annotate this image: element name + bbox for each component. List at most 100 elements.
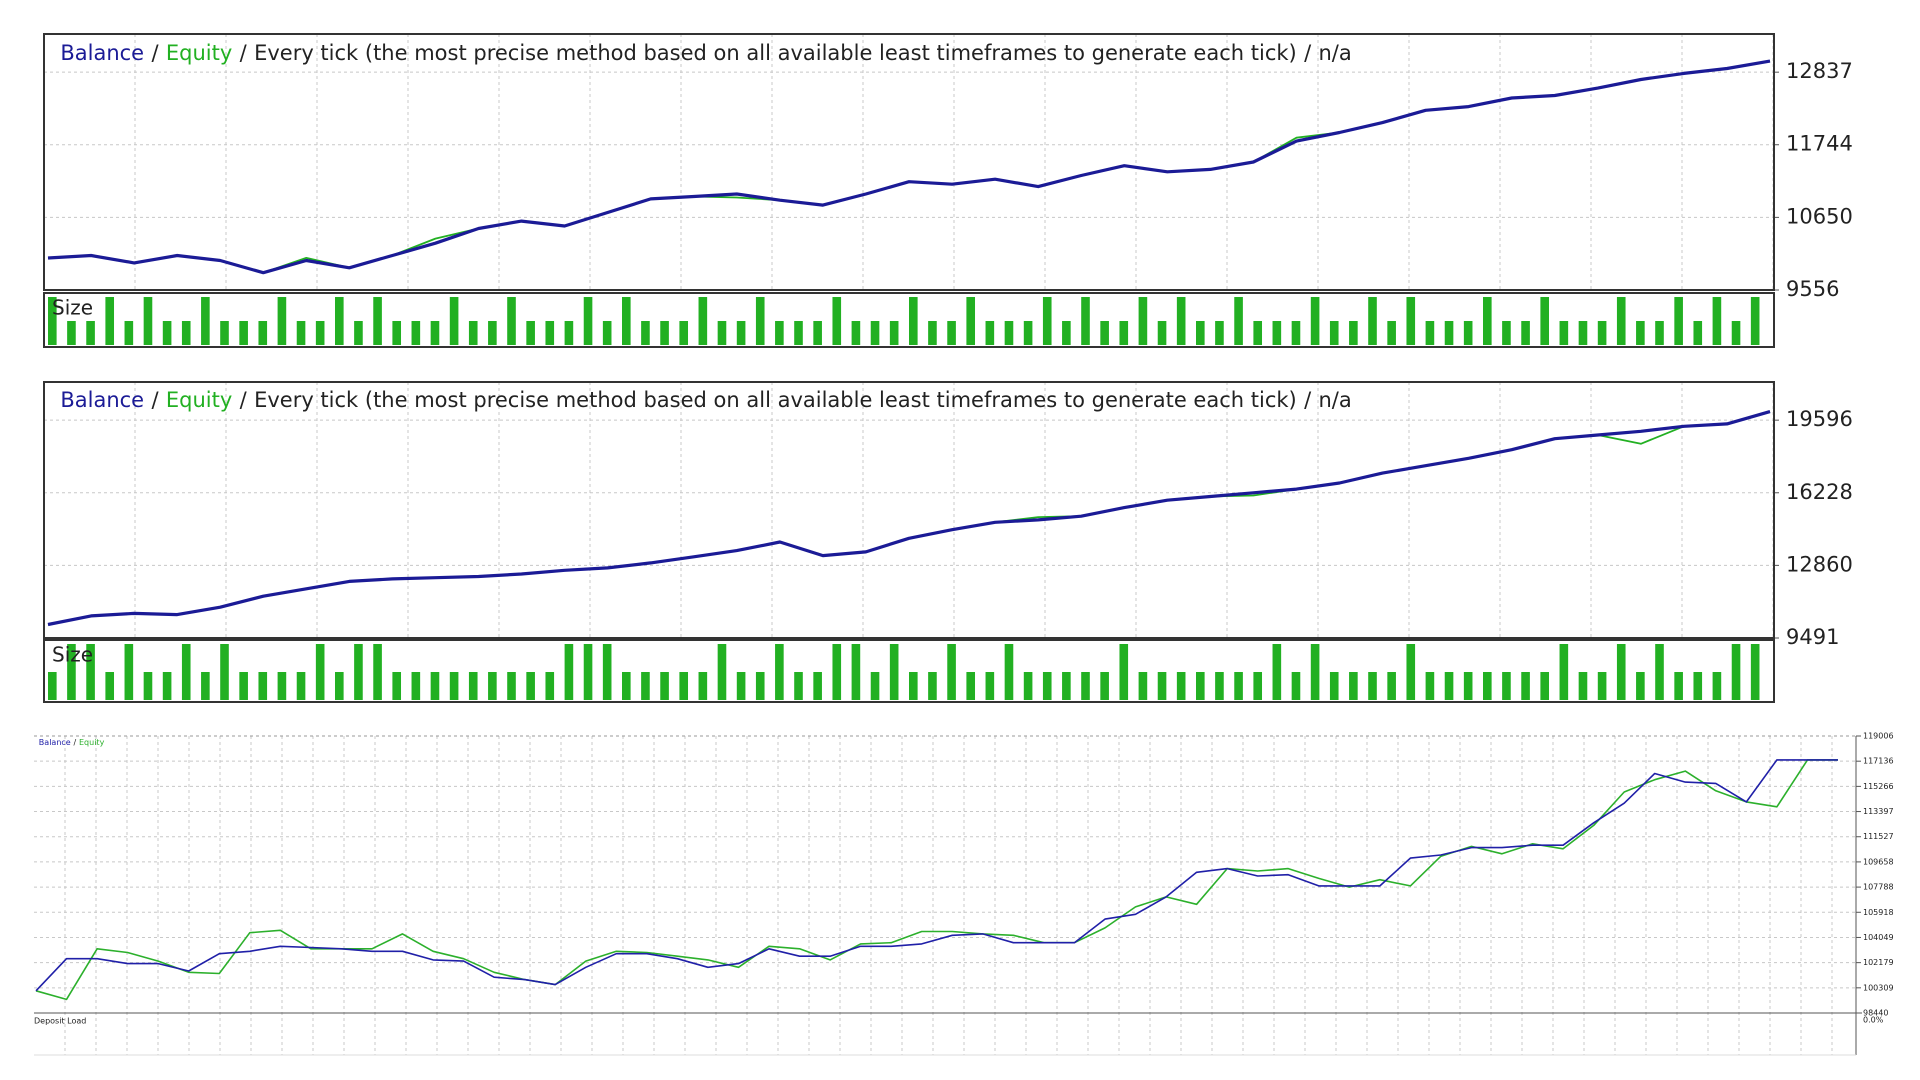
size-bar <box>201 297 210 345</box>
size-bar <box>1081 672 1090 700</box>
size-bar <box>526 672 535 700</box>
size-bar <box>755 672 765 700</box>
size-bar <box>794 321 803 345</box>
subtitle: Every tick (the most precise method base… <box>254 41 1297 65</box>
size-bar <box>1291 321 1301 345</box>
size-bar <box>1521 672 1530 700</box>
y-tick-label: 102179 <box>1863 958 1894 967</box>
size-bar <box>1234 297 1243 345</box>
size-bar <box>1157 321 1167 345</box>
size-bar <box>1042 672 1052 700</box>
size-bar <box>1693 672 1703 700</box>
size-bar <box>1502 321 1511 345</box>
size-bar <box>67 644 76 700</box>
size-bar <box>717 644 727 700</box>
size-bar <box>928 321 937 345</box>
size-bar <box>239 321 248 345</box>
y-tick-label: 12860 <box>1786 552 1853 576</box>
size-bar <box>1100 672 1109 700</box>
series-line <box>47 59 1771 275</box>
size-bar <box>583 644 593 700</box>
size-bar <box>1463 672 1473 700</box>
size-bar <box>162 321 172 345</box>
size-bar <box>755 297 765 345</box>
size-bar <box>1253 321 1263 345</box>
size-bar <box>143 672 153 700</box>
y-tick-label: 98440 <box>1863 1009 1888 1018</box>
size-bar <box>354 321 363 345</box>
size-bar <box>1138 672 1148 700</box>
size-bar <box>813 321 822 345</box>
size-bar <box>335 297 344 345</box>
size-bar <box>947 321 956 345</box>
size-bar <box>1004 644 1014 700</box>
size-bar <box>1176 672 1186 700</box>
size-bar <box>1636 321 1645 345</box>
size-bar <box>507 297 516 345</box>
size-bar <box>813 672 822 700</box>
size-bar <box>1559 321 1569 345</box>
size-bar <box>1425 672 1435 700</box>
size-bar <box>1329 321 1339 345</box>
size-bar <box>698 672 708 700</box>
size-bar <box>373 644 382 700</box>
size-bar <box>430 672 440 700</box>
legend-entry: Balance <box>60 41 144 65</box>
size-bar <box>488 672 497 700</box>
size-bar <box>717 321 727 345</box>
size-bar <box>449 672 459 700</box>
size-bar <box>335 672 344 700</box>
size-bar <box>1119 321 1129 345</box>
size-bar <box>1234 672 1243 700</box>
size-bar <box>201 672 210 700</box>
size-bar <box>1750 297 1760 345</box>
size-bar <box>1368 297 1377 345</box>
size-bar <box>1157 672 1167 700</box>
size-bar <box>411 672 421 700</box>
size-bar <box>526 321 535 345</box>
size-bar <box>1444 321 1454 345</box>
size-bar <box>583 297 593 345</box>
size-bar <box>220 644 229 700</box>
legend-separator: / <box>1304 388 1312 412</box>
size-bar <box>277 672 287 700</box>
size-bar <box>794 672 803 700</box>
y-tick-label: 9491 <box>1786 625 1839 649</box>
size-bar <box>736 672 746 700</box>
subtitle: Every tick (the most precise method base… <box>254 388 1297 412</box>
size-bar <box>851 644 861 700</box>
size-bar <box>832 644 842 700</box>
y-tick-label: 117136 <box>1863 757 1894 766</box>
size-bar <box>162 672 172 700</box>
size-bar <box>124 321 134 345</box>
size-bar <box>985 672 995 700</box>
legend-entry: Balance <box>60 388 144 412</box>
legend-separator: / <box>1304 41 1312 65</box>
size-bar <box>1329 672 1339 700</box>
size-bar <box>1540 297 1550 345</box>
size-bar <box>1004 321 1014 345</box>
size-bar <box>564 644 574 700</box>
size-bar <box>143 297 153 345</box>
size-bar <box>679 672 689 700</box>
size-bar <box>124 644 134 700</box>
legend-entry: Equity <box>79 738 105 747</box>
size-bar <box>1349 672 1358 700</box>
size-bar <box>889 321 899 345</box>
size-bar <box>1196 321 1205 345</box>
size-bar <box>1636 672 1645 700</box>
size-bar <box>373 297 382 345</box>
size-bar <box>660 321 669 345</box>
size-bar <box>277 297 287 345</box>
size-bar <box>1291 672 1301 700</box>
legend-separator: / <box>151 41 159 65</box>
size-bar <box>545 321 555 345</box>
size-bar <box>449 297 459 345</box>
size-bar <box>1502 672 1511 700</box>
size-bar <box>622 672 631 700</box>
size-bar <box>1253 672 1263 700</box>
size-bar <box>1540 672 1550 700</box>
size-bar <box>258 321 268 345</box>
